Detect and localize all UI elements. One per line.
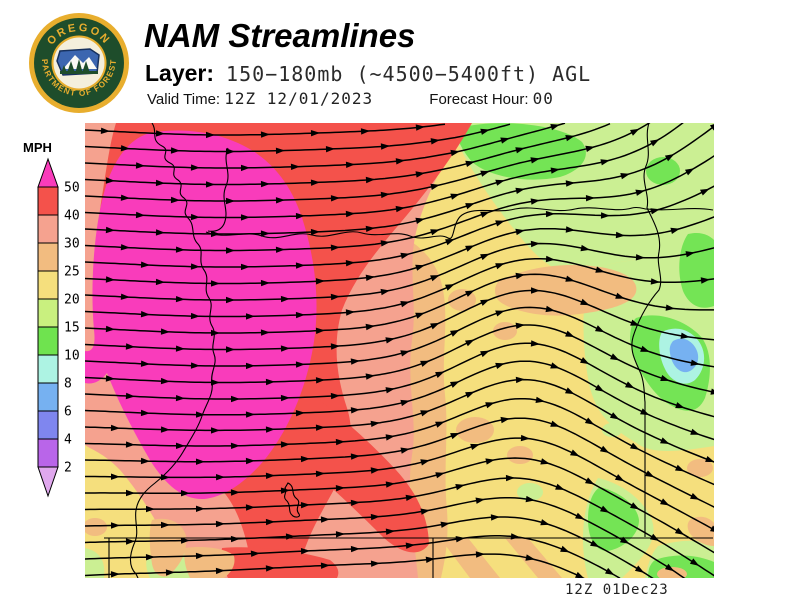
streamline	[85, 477, 714, 577]
legend-tick-label: 30	[64, 237, 80, 252]
streamline	[85, 417, 714, 508]
wind-region	[505, 538, 562, 578]
legend-tick-label: 40	[64, 209, 80, 224]
legend-segment	[37, 242, 59, 272]
streamline	[85, 273, 714, 334]
snake-river-idaho-border	[631, 123, 662, 537]
wind-region	[149, 518, 187, 577]
valid-time-label: Valid Time:	[147, 91, 221, 108]
wind-region	[440, 538, 500, 578]
legend-tick-label: 25	[64, 265, 80, 280]
legend-tick-label: 6	[64, 405, 72, 420]
streamline	[85, 360, 714, 441]
forecast-hour-value: 00	[532, 89, 554, 108]
wind-region	[221, 547, 339, 578]
streamline	[85, 216, 714, 285]
streamline	[85, 306, 714, 368]
wind-speed-legend: MPH 50 40 30 25 20 15 10 8 6 4 2	[23, 140, 80, 498]
wind-region	[602, 423, 622, 437]
willamette-river	[207, 147, 229, 232]
legend-tick-label: 10	[64, 349, 80, 364]
streamline	[85, 378, 714, 463]
legend-segment	[37, 270, 59, 300]
legend-segment	[37, 186, 59, 216]
legend-tick-label: 8	[64, 377, 72, 392]
legend-segment	[37, 438, 59, 468]
streamline	[85, 342, 714, 418]
legend-segment	[37, 214, 59, 244]
streamline	[85, 242, 714, 301]
wind-region	[687, 459, 713, 477]
streamline-arrowheads	[100, 124, 426, 139]
legend-above-max-arrow	[37, 157, 59, 188]
layer-label: Layer:	[145, 60, 215, 86]
streamline	[85, 155, 714, 252]
logo-trees	[60, 59, 98, 74]
legend-segment	[37, 354, 59, 384]
streamline	[85, 257, 714, 318]
legend-units-label: MPH	[23, 140, 52, 155]
layer-row: Layer: 150−180mb (~4500−5400ft) AGL	[145, 60, 591, 87]
wind-region	[507, 446, 533, 464]
streamlines-layer	[85, 123, 714, 578]
wind-region	[456, 417, 494, 443]
streamline	[85, 125, 714, 235]
wind-region	[456, 123, 586, 180]
legend-segment	[37, 326, 59, 356]
legend-tick-label: 15	[64, 321, 80, 336]
wind-region	[495, 264, 637, 316]
legend-tick-label: 50	[64, 181, 80, 196]
wind-region	[646, 157, 680, 185]
streamline	[85, 289, 714, 351]
legend-tick-label: 2	[64, 461, 72, 476]
streamline	[85, 437, 714, 531]
wind-region	[85, 548, 105, 578]
streamline	[85, 516, 654, 578]
upper-klamath-lake	[284, 482, 300, 518]
streamline-arrowheads	[105, 272, 676, 337]
wind-region	[85, 130, 317, 500]
legend-segment	[37, 298, 59, 328]
streamline	[85, 324, 714, 394]
wind-region	[687, 516, 714, 546]
forecast-hour-label: Forecast Hour:	[429, 91, 529, 108]
geography-borders	[104, 123, 714, 578]
streamline-arrowheads	[120, 240, 695, 304]
odf-logo: OREGON DEPARTMENT OF FORESTRY	[27, 11, 129, 113]
wind-region	[184, 546, 235, 578]
wind-region	[85, 518, 107, 536]
layer-value: 150−180mb (~4500−5400ft) AGL	[226, 62, 592, 86]
valid-time-value: 12Z 12/01/2023	[224, 89, 374, 108]
oregon-coastline	[129, 123, 216, 578]
page-title: NAM Streamlines	[144, 17, 416, 54]
streamline	[85, 123, 566, 169]
wind-region	[517, 483, 543, 501]
streamline	[85, 397, 714, 486]
streamline	[85, 496, 686, 578]
legend-segment	[37, 410, 59, 440]
valid-time-row: Valid Time: 12Z 12/01/2023 Forecast Hour…	[147, 89, 554, 108]
streamline	[85, 123, 684, 219]
columbia-river	[205, 206, 714, 239]
legend-below-min-arrow	[37, 466, 59, 498]
map-timestamp: 12Z 01Dec23	[565, 582, 669, 598]
legend-segment	[37, 382, 59, 412]
streamline-map	[85, 123, 714, 578]
legend-tick-label: 4	[64, 433, 72, 448]
streamline	[85, 185, 714, 268]
legend-tick-label: 20	[64, 293, 80, 308]
